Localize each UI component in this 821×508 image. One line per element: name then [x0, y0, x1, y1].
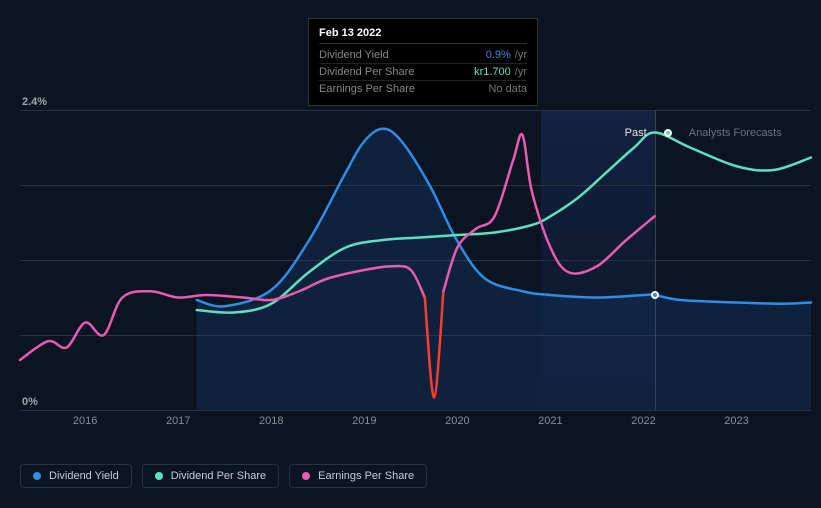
tooltip-metric-label: Dividend Per Share — [319, 66, 414, 78]
legend-label: Dividend Yield — [49, 470, 119, 482]
y-axis-label: 0% — [22, 396, 38, 408]
x-axis-label: 2022 — [631, 415, 655, 427]
legend-label: Dividend Per Share — [171, 470, 266, 482]
tooltip-date: Feb 13 2022 — [319, 27, 527, 44]
x-axis-label: 2016 — [73, 415, 97, 427]
chart[interactable]: Past Analysts Forecasts 2.4%0% 201620172… — [20, 100, 811, 450]
x-axis-label: 2019 — [352, 415, 376, 427]
tooltip-unit: /yr — [515, 49, 527, 61]
legend-item-earnings-per-share[interactable]: Earnings Per Share — [289, 464, 427, 488]
tooltip-row: Dividend Per Share kr1.700/yr — [319, 64, 527, 81]
tooltip-metric-value: 0.9%/yr — [486, 49, 527, 61]
past-forecast-divider: Past Analysts Forecasts — [625, 127, 782, 139]
x-axis-label: 2021 — [538, 415, 562, 427]
tooltip-unit: /yr — [515, 66, 527, 78]
tooltip-metric-label: Earnings Per Share — [319, 83, 415, 95]
plot-area[interactable]: Past Analysts Forecasts — [20, 110, 811, 410]
y-axis-label: 2.4% — [22, 96, 47, 108]
hover-marker-dividend_yield — [651, 291, 659, 299]
tooltip-row: Earnings Per Share No data — [319, 81, 527, 97]
x-axis-label: 2018 — [259, 415, 283, 427]
chart-tooltip: Feb 13 2022 Dividend Yield0.9%/yrDividen… — [308, 18, 538, 106]
x-axis-label: 2017 — [166, 415, 190, 427]
tooltip-metric-value: No data — [488, 83, 527, 95]
x-axis-label: 2020 — [445, 415, 469, 427]
gridline — [20, 410, 811, 411]
legend-item-dividend-per-share[interactable]: Dividend Per Share — [142, 464, 279, 488]
forecast-marker-icon — [664, 129, 672, 137]
legend-label: Earnings Per Share — [318, 470, 414, 482]
chart-legend: Dividend Yield Dividend Per Share Earnings… — [20, 464, 427, 488]
legend-item-dividend-yield[interactable]: Dividend Yield — [20, 464, 132, 488]
legend-dot-icon — [155, 472, 163, 480]
chart-lines-svg — [20, 110, 811, 410]
tooltip-metric-label: Dividend Yield — [319, 49, 389, 61]
tooltip-metric-value: kr1.700/yr — [474, 66, 527, 78]
legend-dot-icon — [302, 472, 310, 480]
past-label: Past — [625, 127, 647, 139]
forecast-label: Analysts Forecasts — [689, 127, 782, 139]
legend-dot-icon — [33, 472, 41, 480]
tooltip-row: Dividend Yield 0.9%/yr — [319, 47, 527, 64]
x-axis-label: 2023 — [724, 415, 748, 427]
